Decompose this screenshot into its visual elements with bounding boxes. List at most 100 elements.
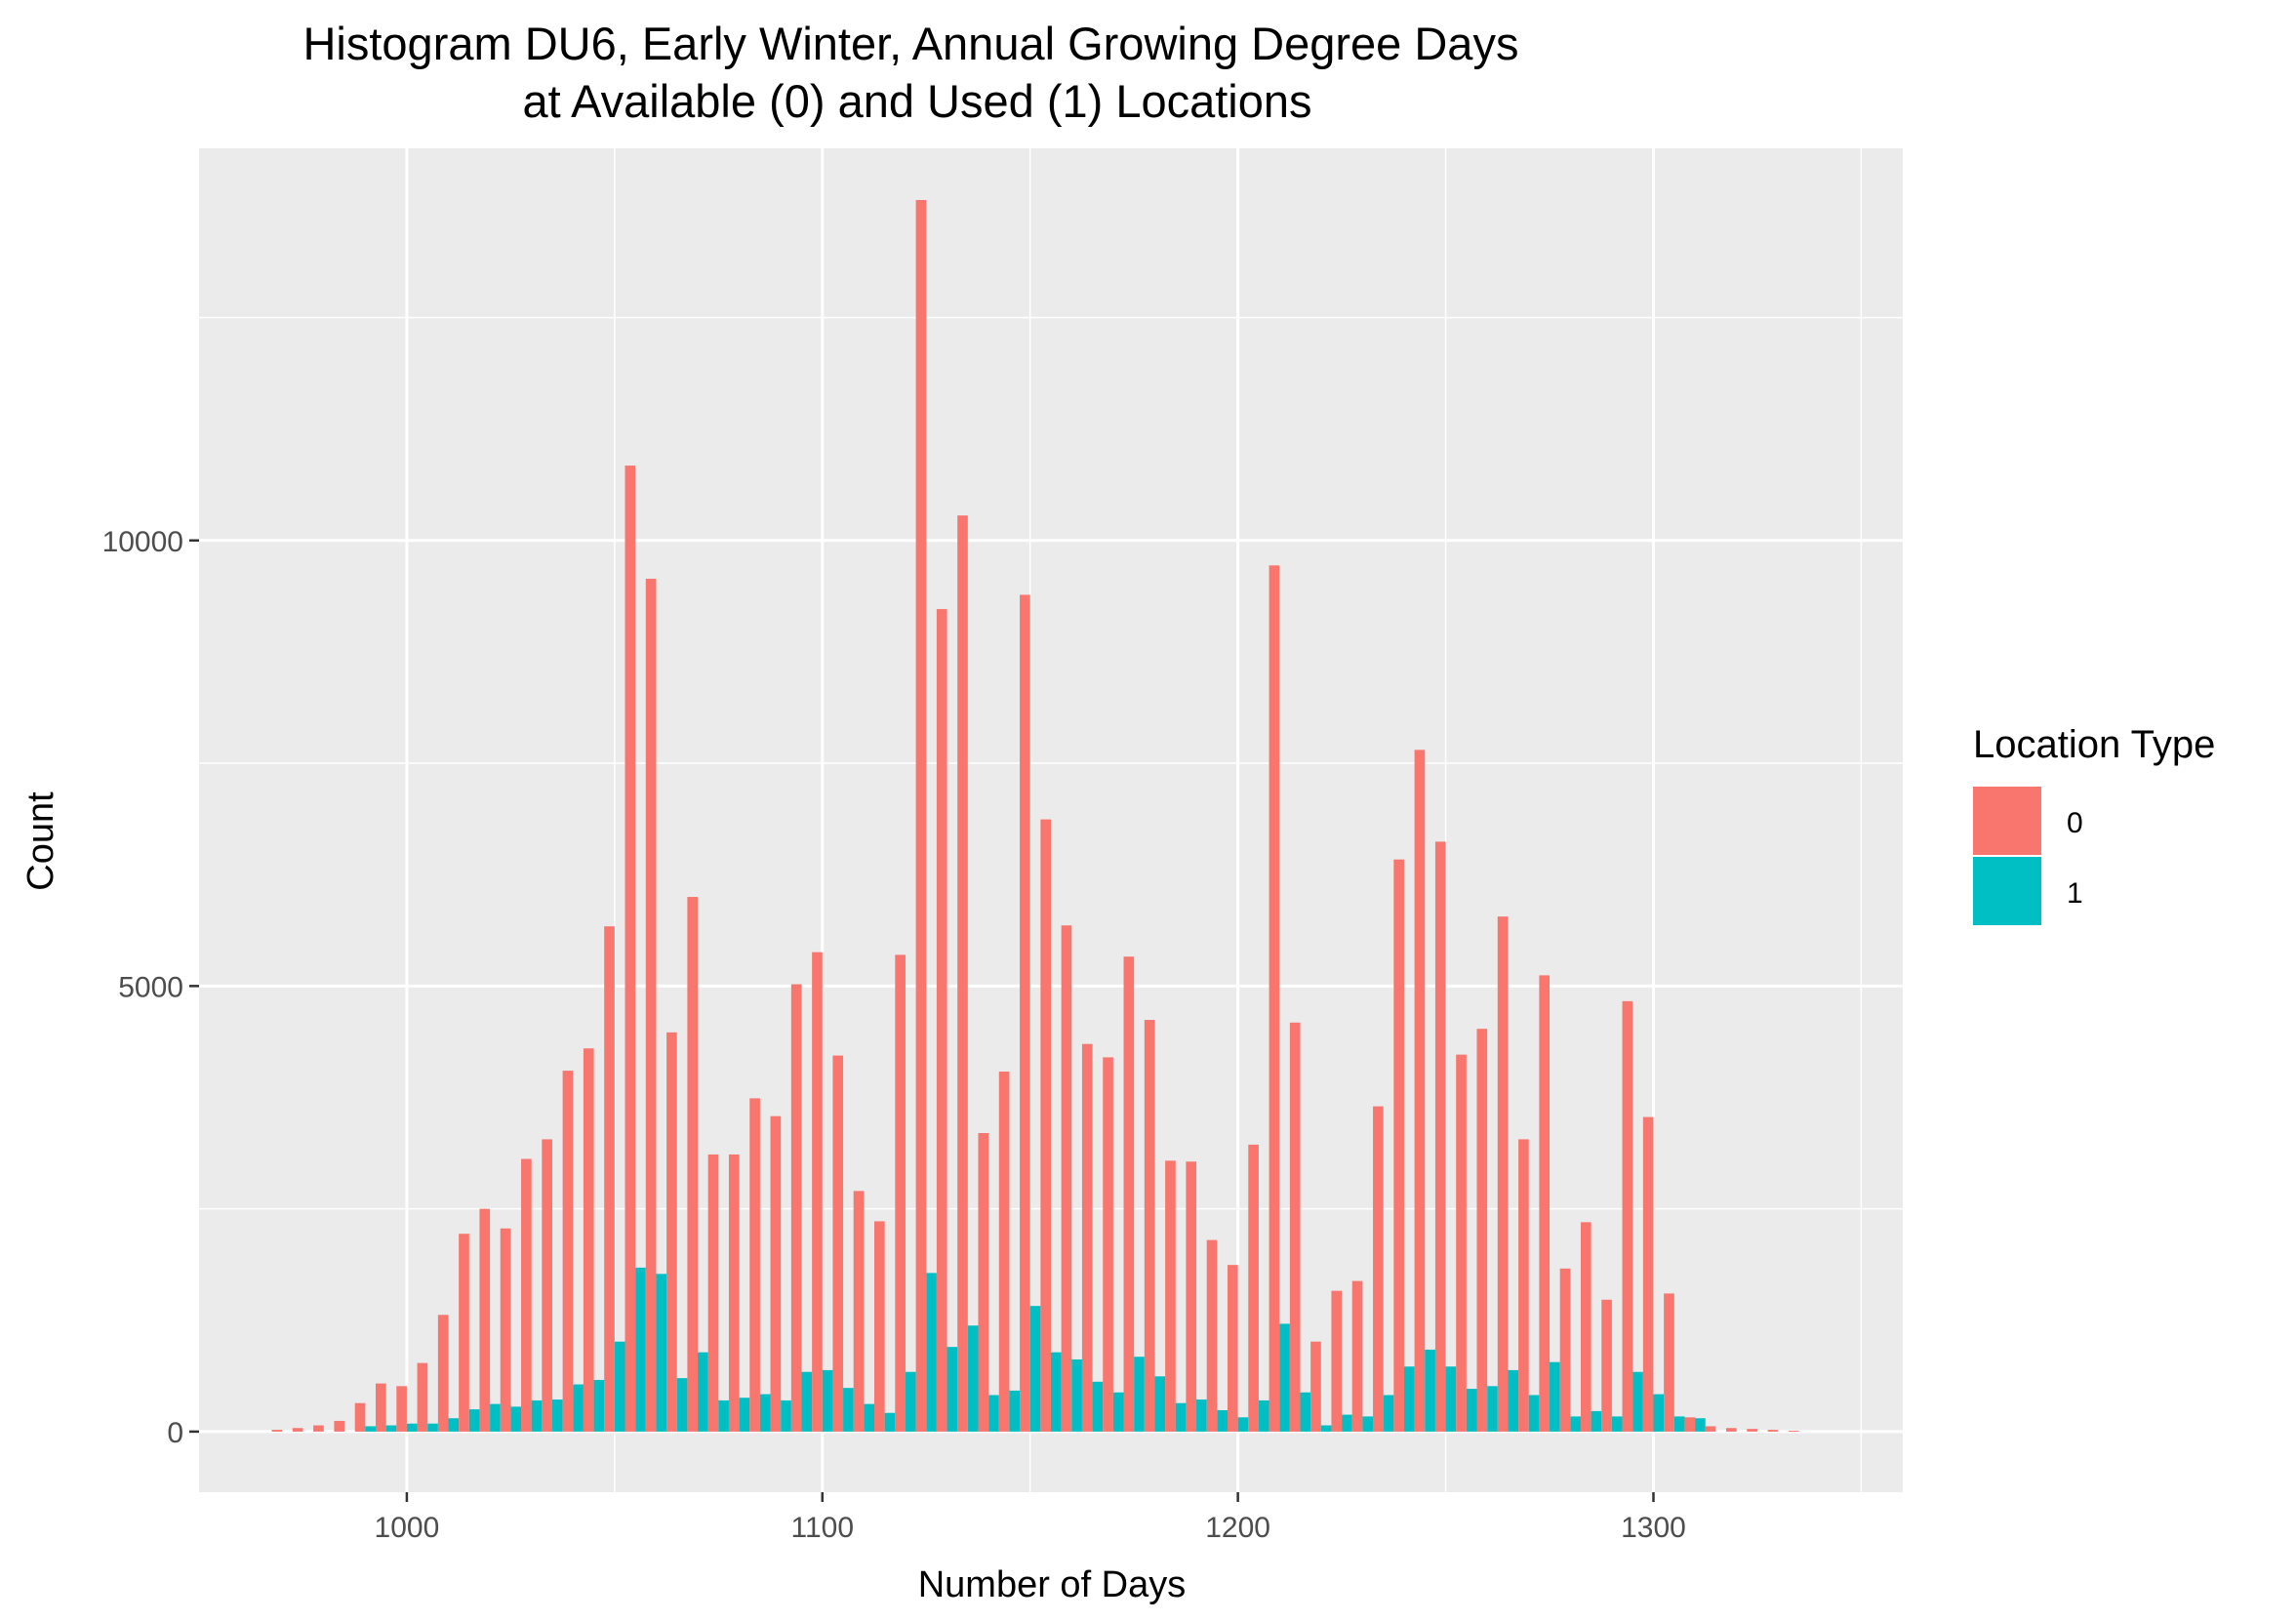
bar-series-0 xyxy=(1601,1299,1612,1432)
bar-series-0 xyxy=(1186,1161,1197,1432)
bar-series-1 xyxy=(365,1426,376,1432)
bar-series-0 xyxy=(936,609,947,1432)
bar-series-0 xyxy=(1580,1222,1591,1432)
bar-series-0 xyxy=(1289,1022,1301,1432)
bar-series-0 xyxy=(957,515,968,1432)
bar-series-0 xyxy=(1165,1160,1176,1432)
bar-series-0 xyxy=(1227,1265,1238,1432)
bar-series-0 xyxy=(728,1154,740,1432)
bar-series-1 xyxy=(843,1388,854,1432)
bar-series-0 xyxy=(1331,1290,1343,1432)
bar-series-1 xyxy=(427,1423,438,1432)
bar-series-0 xyxy=(1726,1428,1737,1432)
bar-series-1 xyxy=(676,1378,688,1432)
bar-series-0 xyxy=(645,579,657,1432)
bar-series-0 xyxy=(1767,1430,1779,1432)
bar-series-1 xyxy=(1134,1357,1145,1432)
bar-series-1 xyxy=(1217,1409,1228,1432)
bar-series-0 xyxy=(396,1386,407,1432)
bar-series-0 xyxy=(1393,859,1404,1432)
bar-series-0 xyxy=(998,1072,1010,1432)
bar-series-1 xyxy=(759,1394,771,1432)
bar-series-0 xyxy=(1747,1429,1757,1432)
bar-series-1 xyxy=(551,1399,563,1432)
bar-series-0 xyxy=(978,1133,989,1432)
bar-series-0 xyxy=(500,1228,511,1432)
legend-entries: 01 xyxy=(1973,787,2083,925)
bar-series-0 xyxy=(1622,1000,1633,1432)
bar-series-1 xyxy=(490,1403,501,1432)
bar-series-1 xyxy=(1383,1395,1394,1432)
bar-series-0 xyxy=(1434,841,1446,1432)
bar-series-1 xyxy=(1009,1390,1021,1432)
bar-series-1 xyxy=(1403,1366,1415,1432)
bar-series-1 xyxy=(1570,1416,1581,1432)
bar-series-0 xyxy=(1248,1144,1259,1432)
bar-series-0 xyxy=(915,199,927,1432)
bar-series-0 xyxy=(375,1383,386,1432)
bar-series-0 xyxy=(874,1221,885,1432)
bar-series-1 xyxy=(1466,1389,1477,1432)
bar-series-0 xyxy=(459,1234,469,1432)
bar-series-0 xyxy=(583,1048,594,1432)
bar-series-1 xyxy=(988,1395,999,1432)
bar-series-0 xyxy=(790,984,802,1432)
bar-series-0 xyxy=(354,1402,366,1432)
bar-series-1 xyxy=(1653,1394,1665,1432)
bar-series-1 xyxy=(739,1398,750,1432)
bar-series-1 xyxy=(531,1399,543,1432)
bar-series-1 xyxy=(822,1369,833,1432)
x-tick-label: 1300 xyxy=(1621,1512,1686,1544)
bar-series-0 xyxy=(853,1191,865,1432)
bar-series-0 xyxy=(1476,1029,1488,1432)
bar-series-1 xyxy=(1237,1417,1249,1432)
bar-series-1 xyxy=(781,1399,791,1432)
y-axis-title: Count xyxy=(20,791,61,891)
bar-series-1 xyxy=(718,1399,729,1432)
bar-series-1 xyxy=(1196,1399,1207,1432)
bar-series-1 xyxy=(1342,1414,1352,1432)
bar-series-1 xyxy=(1300,1392,1311,1432)
x-tick-label: 1100 xyxy=(791,1512,855,1544)
bar-series-1 xyxy=(1051,1352,1062,1432)
bar-series-0 xyxy=(334,1420,345,1432)
bar-series-0 xyxy=(417,1362,428,1432)
bar-series-0 xyxy=(1206,1239,1218,1432)
chart-title: Histogram DU6, Early Winter, Annual Grow… xyxy=(302,18,1531,127)
bar-series-1 xyxy=(1445,1366,1457,1432)
bar-series-1 xyxy=(385,1425,397,1432)
bar-series-0 xyxy=(895,954,906,1432)
bar-series-1 xyxy=(1487,1386,1498,1432)
x-axis-title: Number of Days xyxy=(918,1564,1187,1605)
bar-series-0 xyxy=(749,1098,760,1432)
bar-series-1 xyxy=(656,1274,667,1432)
bar-series-1 xyxy=(884,1412,896,1432)
legend-key-1 xyxy=(1973,857,2041,925)
bar-series-1 xyxy=(698,1352,708,1432)
bar-series-1 xyxy=(1611,1416,1623,1432)
bar-series-1 xyxy=(1695,1418,1706,1432)
bar-series-0 xyxy=(1684,1417,1696,1432)
bar-series-0 xyxy=(707,1154,719,1432)
legend-key-0 xyxy=(1973,787,2041,855)
bar-series-0 xyxy=(521,1158,532,1432)
bar-series-1 xyxy=(1591,1410,1602,1432)
bar-series-0 xyxy=(812,952,823,1432)
bar-series-0 xyxy=(1414,750,1426,1432)
bar-series-1 xyxy=(573,1384,584,1432)
legend-title: Location Type xyxy=(1973,723,2215,766)
bar-series-0 xyxy=(1539,975,1551,1432)
chart-title-line-2: at Available (0) and Used (1) Locations xyxy=(522,75,1311,127)
bar-series-1 xyxy=(635,1267,646,1432)
bar-series-0 xyxy=(562,1071,574,1432)
y-tick-label: 0 xyxy=(167,1417,183,1449)
bar-series-1 xyxy=(1112,1392,1124,1432)
bar-series-0 xyxy=(624,466,636,1432)
bar-series-0 xyxy=(1269,565,1280,1432)
bar-series-1 xyxy=(406,1423,418,1432)
bar-series-0 xyxy=(687,897,699,1432)
bar-series-1 xyxy=(1258,1399,1269,1432)
bar-series-1 xyxy=(1425,1349,1435,1432)
bar-series-0 xyxy=(1559,1268,1571,1432)
